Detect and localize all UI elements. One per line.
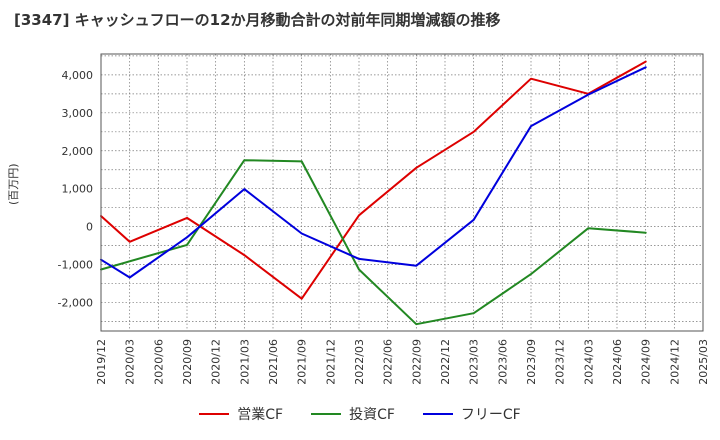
plot-frame bbox=[100, 53, 704, 332]
legend: 営業CF 投資CF フリーCF bbox=[0, 403, 720, 425]
x-tick-label: 2021/06 bbox=[267, 339, 280, 385]
legend-label: フリーCF bbox=[460, 407, 521, 423]
x-tick-label: 2024/09 bbox=[640, 339, 653, 385]
y-tick-label: 4,000 bbox=[62, 69, 94, 82]
x-tick-label: 2022/12 bbox=[439, 339, 452, 385]
x-tick-label: 2022/03 bbox=[353, 339, 366, 385]
x-tick-label: 2023/06 bbox=[496, 339, 509, 385]
x-tick-label: 2020/06 bbox=[152, 339, 165, 385]
x-tick-label: 2019/12 bbox=[95, 339, 108, 385]
series-line-1 bbox=[100, 60, 647, 300]
x-tick-label: 2021/03 bbox=[238, 339, 251, 385]
chart-title: [3347] キャッシュフローの12か月移動合計の対前年同期増減額の推移 bbox=[14, 11, 501, 29]
series-layer bbox=[100, 60, 647, 326]
x-tick-label: 2024/03 bbox=[582, 339, 595, 385]
x-tick-label: 2025/03 bbox=[697, 339, 710, 385]
x-tick-label: 2021/12 bbox=[324, 339, 337, 385]
legend-label: 営業CF bbox=[237, 407, 284, 423]
x-tick-label: 2021/09 bbox=[296, 339, 309, 385]
x-tick-label: 2022/06 bbox=[382, 339, 395, 385]
legend-item-3: フリーCF bbox=[422, 404, 521, 424]
legend-label: 投資CF bbox=[349, 407, 395, 423]
x-tick-label: 2023/03 bbox=[468, 339, 481, 385]
legend-item-1: 営業CF bbox=[199, 404, 283, 424]
x-tick-label: 2020/09 bbox=[181, 339, 194, 385]
x-tick-label: 2024/06 bbox=[611, 339, 624, 385]
legend-swatch bbox=[311, 413, 342, 415]
x-tick-label: 2022/09 bbox=[410, 339, 423, 385]
y-tick-label: 3,000 bbox=[62, 107, 94, 120]
series-line-3 bbox=[100, 66, 647, 279]
x-tick-label: 2024/12 bbox=[668, 339, 681, 385]
legend-swatch bbox=[199, 413, 230, 415]
x-tick-label: 2023/09 bbox=[525, 339, 538, 385]
x-tick-label: 2020/12 bbox=[210, 339, 223, 385]
x-tick-labels: 2019/12 2020/03 2020/06 2020/09 2020/12 2021/… bbox=[95, 339, 710, 385]
legend-swatch bbox=[422, 413, 453, 415]
x-tick-label: 2023/12 bbox=[554, 339, 567, 385]
y-tick-label: 2,000 bbox=[62, 145, 94, 158]
x-tick-label: 2020/03 bbox=[124, 339, 137, 385]
y-tick-label: 0 bbox=[86, 221, 93, 234]
plot-background bbox=[101, 54, 703, 331]
y-tick-label: -1,000 bbox=[58, 259, 93, 272]
series-line-2 bbox=[100, 159, 647, 326]
y-tick-label: 1,000 bbox=[62, 183, 94, 196]
y-tick-label: -2,000 bbox=[58, 297, 93, 310]
y-tick-labels: -2,000 -1,000 0 1,000 2,000 3,000 4,000 bbox=[58, 69, 93, 310]
legend-item-2: 投資CF bbox=[311, 404, 395, 424]
